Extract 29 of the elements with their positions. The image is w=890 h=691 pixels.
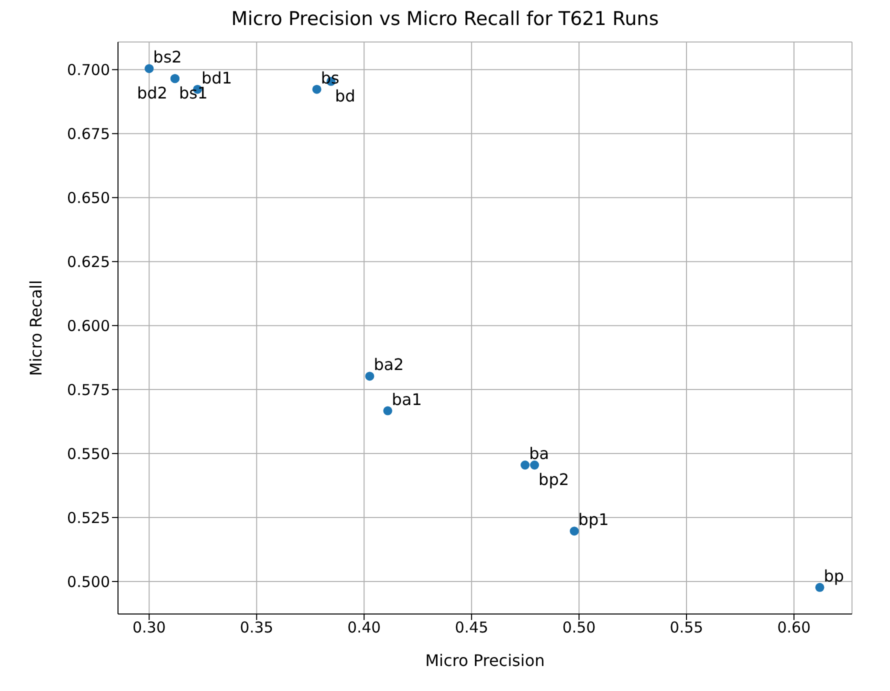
- y-tick-label: 0.500: [67, 572, 110, 591]
- y-tick-label: 0.525: [67, 508, 110, 527]
- x-tick-label: 0.35: [240, 618, 274, 637]
- y-axis-title: Micro Recall: [26, 280, 46, 376]
- y-tick-label: 0.700: [67, 60, 110, 79]
- y-tick-label: 0.650: [67, 188, 110, 207]
- y-tick-label: 0.550: [67, 444, 110, 463]
- data-label: bp2: [538, 470, 570, 490]
- data-label: bp: [824, 566, 844, 586]
- data-label: bd2: [136, 84, 168, 103]
- y-tick-label: 0.625: [67, 252, 110, 271]
- y-tick-label: 0.675: [67, 124, 110, 143]
- data-label: ba2: [374, 355, 404, 374]
- chart-title: Micro Precision vs Micro Recall for T621 Runs: [230, 8, 660, 32]
- y-tick-label: 0.600: [67, 316, 110, 335]
- x-axis-title: Micro Precision: [425, 651, 545, 670]
- data-label: ba1: [392, 390, 422, 409]
- data-label: bs2: [153, 48, 182, 67]
- x-tick-label: 0.50: [562, 618, 596, 637]
- x-tick-label: 0.45: [454, 618, 488, 637]
- x-tick-label: 0.55: [670, 618, 704, 637]
- x-tick-label: 0.30: [132, 618, 166, 637]
- y-tick-label: 0.575: [67, 380, 110, 399]
- data-label: ba: [529, 444, 550, 464]
- data-label: bp1: [578, 510, 609, 530]
- x-tick-label: 0.40: [347, 618, 381, 637]
- data-label: bs: [320, 68, 340, 88]
- x-tick-label: 0.60: [777, 618, 811, 637]
- data-label: bd: [335, 86, 356, 106]
